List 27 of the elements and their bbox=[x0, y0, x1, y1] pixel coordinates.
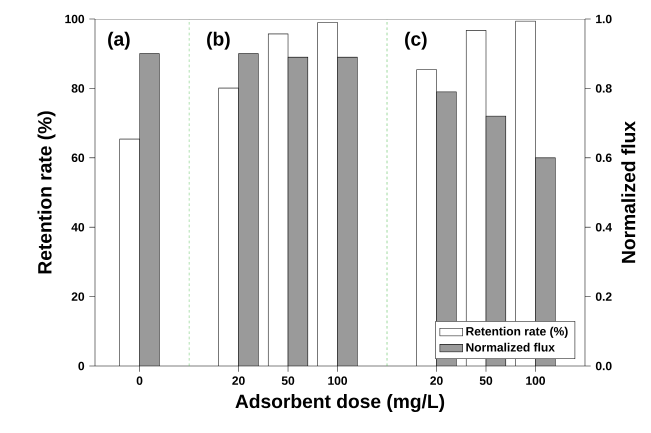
y2-tick-label: 0.6 bbox=[596, 154, 612, 162]
y-tick-label: 40 bbox=[71, 222, 84, 232]
x-tick-label: 100 bbox=[526, 376, 546, 385]
x-tick-label: 20 bbox=[430, 376, 443, 385]
y2-tick-label: 0.2 bbox=[596, 292, 612, 301]
x-tick-label: 50 bbox=[282, 376, 294, 385]
annotation: (c) bbox=[405, 32, 427, 50]
x-tick-label: 50 bbox=[480, 376, 492, 385]
legend-label: Normalized flux bbox=[466, 342, 555, 352]
annotation: (b) bbox=[207, 32, 230, 50]
y2-tick-label: 0.4 bbox=[596, 222, 612, 232]
y2-axis-title: Normalized flux bbox=[621, 121, 636, 263]
annotation: (a) bbox=[108, 32, 130, 50]
x-tick-label: 0 bbox=[136, 376, 142, 385]
x-tick-label: 100 bbox=[328, 376, 348, 385]
y2-tick-label: 0.0 bbox=[596, 362, 612, 370]
y-tick-label: 100 bbox=[65, 14, 84, 24]
y2-tick-label: 0.8 bbox=[596, 84, 612, 93]
y-tick-label: 80 bbox=[72, 84, 84, 93]
y-tick-label: 20 bbox=[72, 292, 84, 301]
y-tick-label: 60 bbox=[72, 154, 84, 162]
y-axis-title: Retention rate (%) bbox=[38, 111, 56, 274]
legend-label: Retention rate (%) bbox=[466, 326, 568, 338]
x-axis-title: Adsorbent dose (mg/L) bbox=[235, 394, 444, 412]
y-tick-label: 0 bbox=[78, 362, 84, 370]
x-tick-label: 20 bbox=[232, 376, 245, 385]
y2-tick-label: 1.0 bbox=[596, 14, 612, 24]
